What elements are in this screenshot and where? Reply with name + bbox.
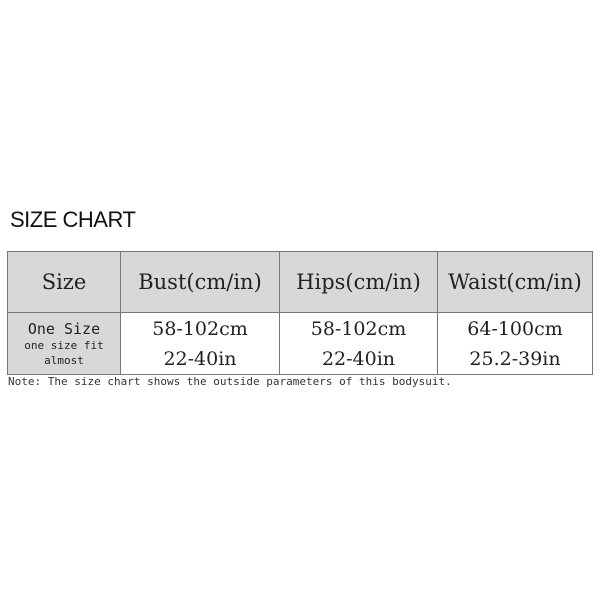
waist-in: 25.2-39in: [469, 347, 561, 370]
waist-cell: 64-100cm 25.2-39in: [437, 312, 593, 375]
size-table: Size Bust(cm/in) Hips(cm/in) Waist(cm/in…: [7, 251, 593, 375]
bust-cm: 58-102cm: [152, 317, 248, 340]
waist-cm: 64-100cm: [467, 317, 563, 340]
header-size: Size: [7, 251, 121, 313]
size-label: One Size: [27, 319, 101, 338]
size-note: one size fit almost: [24, 338, 104, 367]
bust-in: 22-40in: [163, 347, 237, 370]
header-bust: Bust(cm/in): [120, 251, 280, 313]
header-row: Size Bust(cm/in) Hips(cm/in) Waist(cm/in…: [7, 251, 593, 313]
hips-in: 22-40in: [321, 347, 396, 370]
bust-cell: 58-102cm 22-40in: [120, 312, 280, 375]
size-cell: One Size one size fit almost: [7, 312, 121, 375]
hips-cm: 58-102cm: [310, 317, 407, 340]
hips-cell: 58-102cm 22-40in: [279, 312, 438, 375]
chart-title: SIZE CHART: [10, 207, 136, 232]
header-hips: Hips(cm/in): [279, 251, 438, 313]
note-text: Note: The size chart shows the outside p…: [8, 375, 452, 388]
header-waist: Waist(cm/in): [437, 251, 593, 313]
table-row: One Size one size fit almost 58-102cm 22-4…: [7, 312, 593, 375]
